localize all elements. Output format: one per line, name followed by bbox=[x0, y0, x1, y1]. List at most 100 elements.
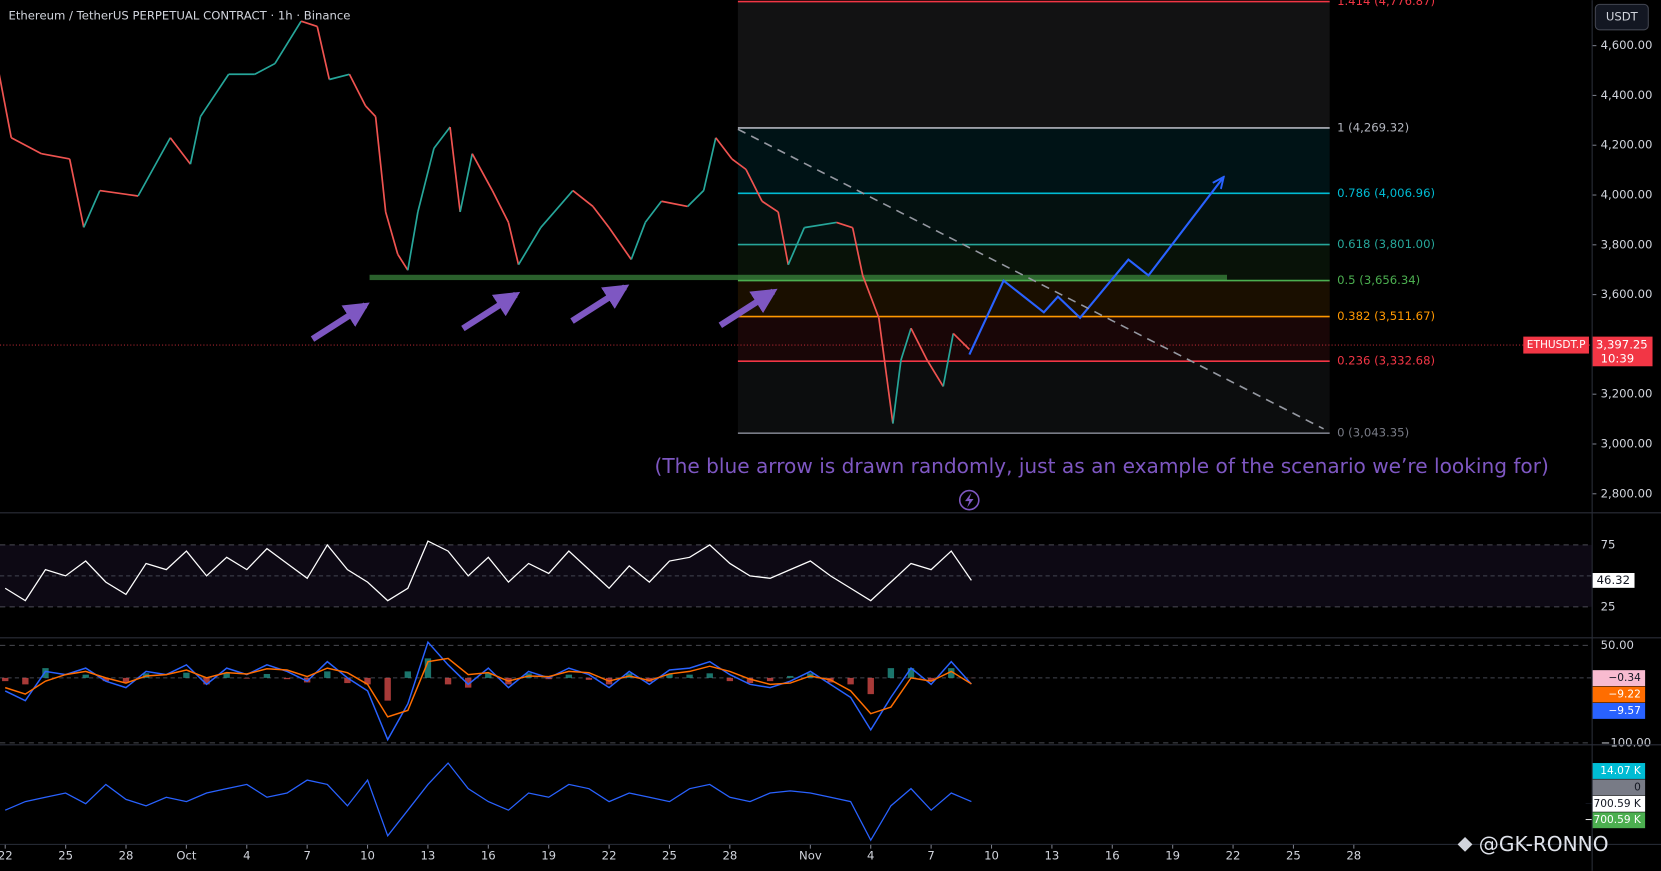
readout-box bbox=[1592, 779, 1646, 796]
fib-label: 0.618 (3,801.00) bbox=[1337, 237, 1435, 251]
histogram-bar bbox=[746, 677, 754, 684]
histogram-bar bbox=[283, 677, 291, 680]
y-tick-label: 4,600.00 bbox=[1601, 38, 1653, 52]
price-segment bbox=[459, 153, 474, 213]
y-tick-label: 4,200.00 bbox=[1601, 138, 1653, 152]
x-tick-label: 16 bbox=[481, 849, 496, 863]
y-tick-label: 3,600.00 bbox=[1601, 287, 1653, 301]
fib-label: 0.382 (3,511.67) bbox=[1337, 309, 1435, 323]
price-segment bbox=[777, 211, 790, 265]
price-countdown: 10:39 bbox=[1601, 351, 1635, 365]
price-segment bbox=[572, 189, 594, 208]
histogram-bar bbox=[424, 658, 432, 678]
price-segment bbox=[374, 116, 387, 213]
x-tick-label: 13 bbox=[421, 849, 436, 863]
x-tick-label: 7 bbox=[927, 849, 934, 863]
readout-box bbox=[1592, 670, 1646, 687]
price-segment bbox=[274, 20, 302, 65]
price-segment bbox=[731, 158, 747, 171]
price-segment bbox=[877, 317, 894, 424]
price-segment bbox=[169, 137, 192, 165]
histogram-bar bbox=[585, 677, 593, 680]
flash-icon[interactable] bbox=[958, 489, 980, 511]
trendline bbox=[737, 128, 1324, 430]
price-segment bbox=[99, 189, 139, 197]
price-box bbox=[1592, 336, 1653, 367]
x-tick-label: 22 bbox=[602, 849, 617, 863]
fib-band bbox=[737, 361, 1330, 434]
y-tick-label: 75 bbox=[1601, 537, 1616, 551]
readout-box bbox=[1592, 573, 1635, 588]
price-segment bbox=[397, 253, 409, 271]
x-tick-label: 28 bbox=[1346, 849, 1361, 863]
histogram-bar bbox=[122, 677, 130, 683]
x-tick-label: 25 bbox=[1286, 849, 1301, 863]
indicator-line bbox=[4, 657, 972, 718]
y-tick-label: 3,800.00 bbox=[1601, 237, 1653, 251]
fib-label: 0.236 (3,332.68) bbox=[1337, 354, 1435, 368]
histogram-bar bbox=[948, 668, 955, 678]
price-segment bbox=[715, 137, 733, 160]
price-segment bbox=[300, 20, 318, 28]
histogram-bar bbox=[243, 677, 250, 679]
symbol-label: ETHUSDT.P bbox=[1527, 339, 1586, 351]
price-segment bbox=[417, 148, 435, 213]
price-segment bbox=[433, 126, 451, 149]
fib-band bbox=[737, 244, 1330, 281]
price-segment bbox=[507, 222, 520, 265]
price-segment bbox=[491, 190, 510, 223]
histogram-bar bbox=[465, 677, 472, 688]
price-segment bbox=[861, 275, 880, 319]
price-segment bbox=[82, 190, 101, 228]
histogram-bar bbox=[82, 674, 89, 678]
histogram-bar bbox=[706, 673, 713, 678]
histogram-bar bbox=[766, 677, 774, 682]
price-segment bbox=[926, 359, 944, 387]
y-tick-label: 3,000.00 bbox=[1601, 436, 1653, 450]
histogram-bar bbox=[666, 673, 673, 678]
fib-label: 0 (3,043.35) bbox=[1337, 426, 1409, 440]
histogram-bar bbox=[787, 675, 794, 678]
histogram-bar bbox=[42, 668, 49, 678]
x-tick-label: 22 bbox=[0, 849, 13, 863]
histogram-bar bbox=[2, 677, 9, 682]
price-segment bbox=[661, 200, 688, 208]
price-segment bbox=[406, 211, 419, 271]
histogram-bar bbox=[344, 677, 351, 684]
arrow bbox=[461, 291, 521, 332]
x-tick-label: 10 bbox=[360, 849, 375, 863]
readout-box bbox=[1592, 763, 1646, 779]
fib-label: 0.786 (4,006.96) bbox=[1337, 186, 1435, 200]
chart-title: Ethereum / TetherUS PERPETUAL CONTRACT ·… bbox=[8, 9, 350, 23]
projection-arrow bbox=[968, 178, 1223, 356]
price-segment bbox=[761, 200, 779, 213]
histogram-bar bbox=[303, 677, 311, 683]
price-segment bbox=[329, 73, 350, 81]
x-tick-label: 19 bbox=[541, 849, 556, 863]
price-segment bbox=[137, 137, 172, 197]
currency[interactable]: USDT bbox=[1606, 10, 1639, 24]
y-tick-label: 25 bbox=[1601, 599, 1616, 613]
x-tick-label: 19 bbox=[1165, 849, 1180, 863]
currency-button[interactable] bbox=[1594, 3, 1649, 31]
readout-box bbox=[1592, 795, 1646, 812]
fib-band bbox=[737, 280, 1330, 317]
readout-box bbox=[1592, 702, 1646, 719]
arrow bbox=[310, 302, 370, 342]
y-tick-label: 3,200.00 bbox=[1601, 387, 1653, 401]
price-segment bbox=[644, 200, 663, 223]
price-segment bbox=[592, 205, 610, 229]
histogram-bar bbox=[927, 677, 935, 682]
price-segment bbox=[517, 227, 542, 266]
price-segment bbox=[384, 211, 399, 255]
price-segment bbox=[702, 137, 717, 191]
watermark: @GK-RONNO bbox=[1479, 832, 1609, 856]
histogram-bar bbox=[384, 677, 391, 701]
fib-label: 1.414 (4,776.87) bbox=[1337, 0, 1435, 8]
price-segment bbox=[10, 137, 42, 155]
arrow bbox=[718, 288, 778, 329]
x-tick-label: 25 bbox=[58, 849, 73, 863]
fib-label: 0.5 (3,656.34) bbox=[1337, 273, 1420, 287]
